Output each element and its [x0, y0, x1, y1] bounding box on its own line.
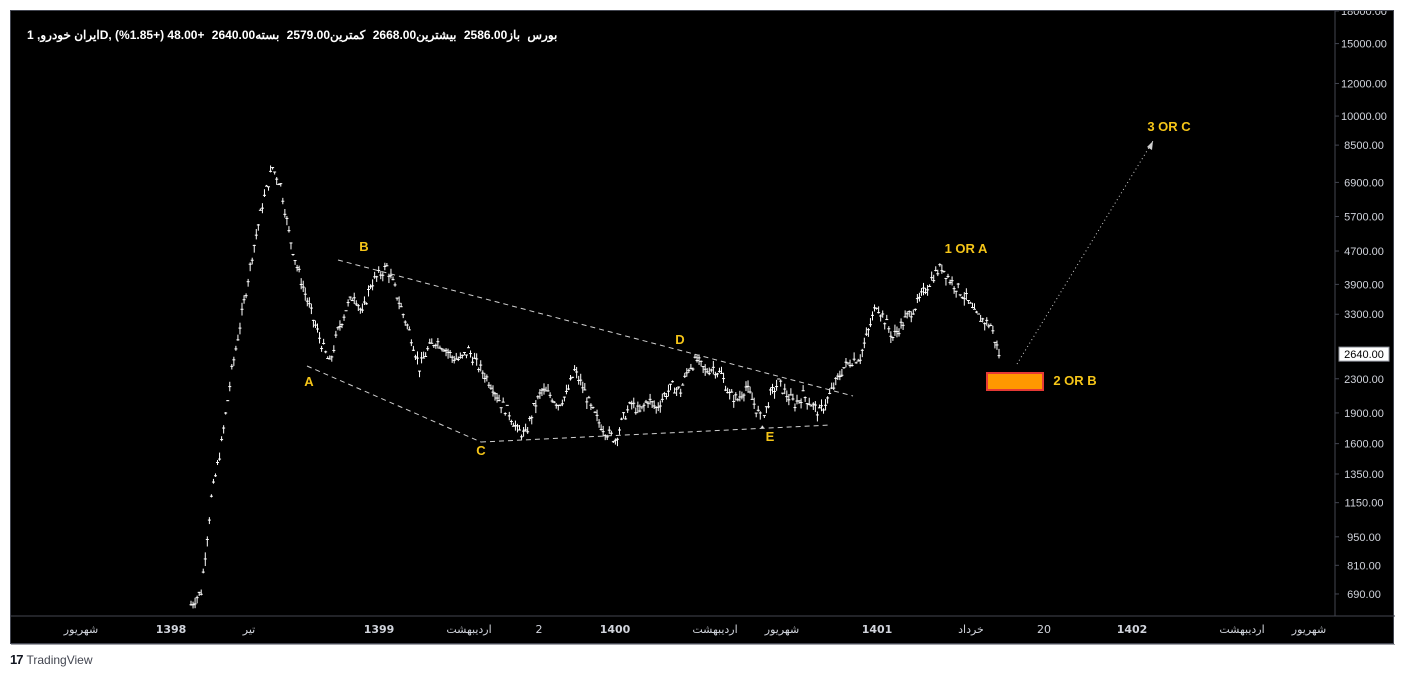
price-tick-label-4: 8500.00 [1344, 140, 1384, 152]
symbol-name: ایران خودرو, 1D, بورس [27, 28, 558, 42]
price-tick-label-8: 3900.00 [1344, 279, 1384, 291]
price-chart[interactable]: 18000.00 15000.00 12000.00 10000.00 8500.00 6… [11, 11, 1395, 645]
price-tick-label-0: 18000.00 [1341, 11, 1387, 18]
wave-label-0: A [304, 374, 314, 389]
upper-trendline [337, 259, 854, 397]
time-tick-label-7: اردیبهشت [692, 623, 737, 636]
price-tick-label-3: 10000.00 [1341, 111, 1387, 123]
symbol-header: ایران خودرو, 1D, بورس باز2586.00 بیشترین… [27, 28, 561, 42]
change-value: +48.00 (+1.85%) [115, 28, 205, 42]
wave-label-1: B [359, 239, 368, 254]
current-price-label: 2640.00 [1344, 349, 1384, 361]
lower-trendline-right [480, 424, 832, 443]
wave-label-3: D [675, 332, 684, 347]
time-tick-label-0: شهریور [63, 623, 98, 636]
wave-label-5: 1 OR A [945, 241, 988, 256]
time-tick-label-8: شهریور [764, 623, 799, 636]
price-tick-label-9: 3300.00 [1344, 309, 1384, 321]
price-tick-label-1: 15000.00 [1341, 39, 1387, 51]
projection-arrow-head [1147, 141, 1153, 150]
brand-name[interactable]: TradingView [26, 652, 93, 667]
price-tick-label-7: 4700.00 [1344, 246, 1384, 258]
time-tick-label-1: 1398 [156, 623, 187, 636]
wave-label-6: 2 OR B [1053, 373, 1096, 388]
tradingview-logo-icon: 17 [10, 652, 24, 667]
time-tick-label-10: خرداد [958, 623, 984, 636]
price-tick-label-16: 950.00 [1347, 532, 1381, 544]
wave-label-2: C [476, 443, 486, 458]
wave-label-4: E [766, 429, 775, 444]
price-tick-label-6: 5700.00 [1344, 212, 1384, 224]
price-tick-label-15: 1150.00 [1345, 498, 1384, 510]
price-tick-label-2: 12000.00 [1341, 78, 1387, 90]
time-tick-label-2: تیر [242, 623, 255, 636]
time-tick-label-6: 1400 [600, 623, 631, 636]
open-value: باز2586.00 [463, 28, 521, 42]
time-tick-label-9: 1401 [862, 623, 893, 636]
close-value: بسته2640.00 [211, 28, 280, 42]
target-zone-box [986, 372, 1044, 391]
price-tick-label-12: 1900.00 [1344, 408, 1384, 420]
price-tick-label-5: 6900.00 [1344, 177, 1384, 189]
time-tick-label-14: شهریور [1291, 623, 1326, 636]
high-value: بیشترین2668.00 [372, 28, 457, 42]
time-tick-label-4: اردیبهشت [446, 623, 491, 636]
current-price-box [1338, 346, 1390, 362]
time-tick-label-13: اردیبهشت [1219, 623, 1264, 636]
price-tick-label-14: 1350.00 [1344, 469, 1384, 481]
price-tick-label-17: 810.00 [1347, 560, 1381, 572]
footer: 17 TradingView [10, 652, 93, 667]
low-value: کمترین2579.00 [286, 28, 366, 42]
price-tick-label-13: 1600.00 [1344, 439, 1384, 451]
price-tick-label-18: 690.00 [1347, 589, 1381, 601]
time-tick-label-12: 1402 [1117, 623, 1148, 636]
lower-trendline-left [306, 365, 482, 443]
wave-label-7: 3 OR C [1147, 119, 1191, 134]
projection-arrow [1016, 140, 1154, 365]
time-tick-label-11: 20 [1037, 623, 1051, 636]
price-tick-label-11: 2300.00 [1344, 374, 1384, 386]
time-tick-label-3: 1399 [364, 623, 395, 636]
time-tick-label-5: 2 [536, 623, 543, 636]
chart-frame[interactable]: 18000.00 15000.00 12000.00 10000.00 8500.00 6… [10, 10, 1395, 645]
